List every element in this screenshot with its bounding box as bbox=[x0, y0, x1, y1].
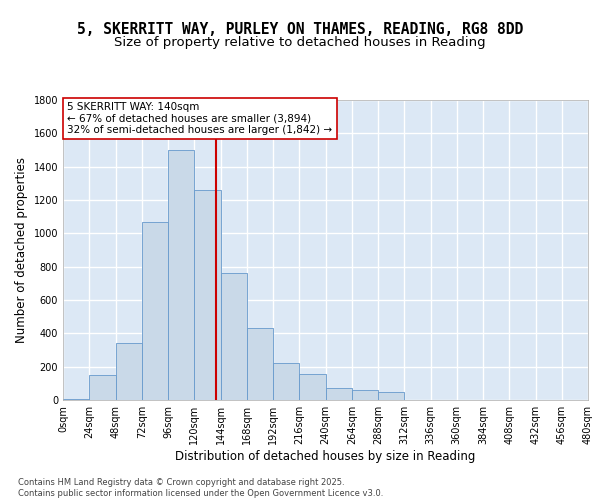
Bar bbox=[194, 190, 221, 400]
X-axis label: Distribution of detached houses by size in Reading: Distribution of detached houses by size … bbox=[175, 450, 476, 462]
Text: Contains HM Land Registry data © Crown copyright and database right 2025.
Contai: Contains HM Land Registry data © Crown c… bbox=[18, 478, 383, 498]
Bar bbox=[299, 374, 325, 400]
Bar bbox=[221, 274, 247, 400]
Bar bbox=[352, 390, 378, 400]
Bar bbox=[247, 328, 273, 400]
Bar bbox=[325, 388, 352, 400]
Text: 5, SKERRITT WAY, PURLEY ON THAMES, READING, RG8 8DD: 5, SKERRITT WAY, PURLEY ON THAMES, READI… bbox=[77, 22, 523, 38]
Y-axis label: Number of detached properties: Number of detached properties bbox=[15, 157, 28, 343]
Bar bbox=[378, 392, 404, 400]
Text: 5 SKERRITT WAY: 140sqm
← 67% of detached houses are smaller (3,894)
32% of semi-: 5 SKERRITT WAY: 140sqm ← 67% of detached… bbox=[67, 102, 332, 135]
Bar bbox=[89, 375, 115, 400]
Text: Size of property relative to detached houses in Reading: Size of property relative to detached ho… bbox=[114, 36, 486, 49]
Bar bbox=[168, 150, 194, 400]
Bar bbox=[273, 364, 299, 400]
Bar bbox=[142, 222, 168, 400]
Bar bbox=[115, 344, 142, 400]
Bar bbox=[63, 399, 89, 400]
